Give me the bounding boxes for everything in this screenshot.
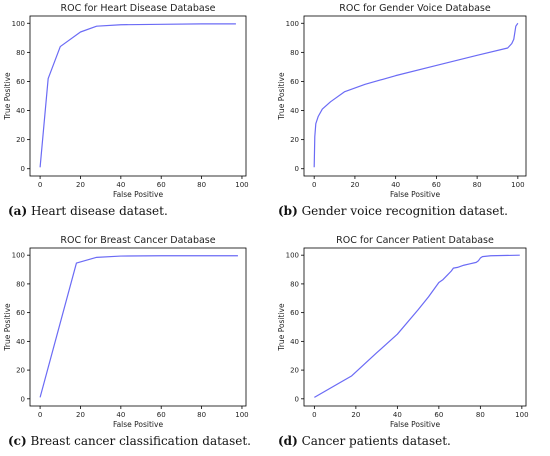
y-axis-label: True Positive [3, 303, 12, 352]
y-tick-label: 100 [12, 252, 25, 260]
x-tick-label: 20 [350, 181, 359, 189]
x-tick-label: 80 [473, 181, 482, 189]
y-tick-label: 20 [290, 136, 299, 144]
x-axis-label: False Positive [113, 190, 164, 199]
caption-b-text: Gender voice recognition dataset. [301, 204, 508, 218]
y-tick-label: 20 [16, 367, 25, 375]
y-tick-label: 100 [286, 20, 299, 28]
x-tick-label: 40 [393, 411, 402, 419]
y-tick-label: 40 [16, 107, 25, 115]
plot-frame [29, 247, 247, 407]
y-tick-label: 40 [290, 107, 299, 115]
x-tick-label: 40 [116, 181, 125, 189]
caption-d-text: Cancer patients dataset. [301, 434, 451, 448]
y-tick-label: 20 [290, 367, 299, 375]
y-tick-label: 60 [290, 309, 299, 317]
y-axis-label: True Positive [277, 72, 286, 121]
x-tick-label: 60 [432, 181, 441, 189]
y-tick-label: 40 [16, 338, 25, 346]
caption-c: (c) Breast cancer classification dataset… [8, 434, 251, 448]
y-axis-label: True Positive [3, 72, 12, 121]
caption-b-letter: (b) [278, 204, 298, 218]
y-tick-label: 20 [16, 136, 25, 144]
roc-curve-line [313, 22, 519, 168]
x-tick-label: 80 [197, 411, 206, 419]
roc-curve-line [39, 23, 236, 168]
y-tick-label: 80 [16, 49, 25, 57]
y-tick-label: 0 [21, 165, 25, 173]
x-tick-label: 100 [511, 181, 524, 189]
x-tick-label: 20 [76, 181, 85, 189]
x-tick-label: 0 [312, 411, 316, 419]
x-tick-label: 60 [157, 411, 166, 419]
x-axis-label: False Positive [390, 420, 441, 429]
x-tick-label: 80 [476, 411, 485, 419]
plot-frame [303, 15, 527, 177]
plot-frame [303, 247, 527, 407]
y-tick-label: 100 [286, 252, 299, 260]
caption-d: (d) Cancer patients dataset. [278, 434, 451, 448]
x-tick-label: 0 [312, 181, 316, 189]
roc-curve-line [39, 255, 238, 398]
x-tick-label: 0 [38, 411, 42, 419]
x-tick-label: 0 [38, 181, 42, 189]
y-tick-label: 100 [12, 20, 25, 28]
x-tick-label: 20 [76, 411, 85, 419]
y-tick-label: 0 [295, 395, 299, 403]
caption-a: (a) Heart disease dataset. [8, 204, 168, 218]
chart-title: ROC for Breast Cancer Database [60, 235, 215, 246]
caption-b: (b) Gender voice recognition dataset. [278, 204, 508, 218]
x-tick-label: 100 [515, 411, 528, 419]
x-tick-label: 100 [235, 411, 248, 419]
x-tick-label: 40 [391, 181, 400, 189]
x-tick-label: 40 [116, 411, 125, 419]
y-tick-label: 60 [290, 78, 299, 86]
x-tick-label: 60 [157, 181, 166, 189]
caption-a-letter: (a) [8, 204, 28, 218]
x-tick-label: 80 [197, 181, 206, 189]
x-tick-label: 60 [434, 411, 443, 419]
y-tick-label: 80 [290, 49, 299, 57]
y-tick-label: 60 [16, 78, 25, 86]
caption-d-letter: (d) [278, 434, 298, 448]
x-axis-label: False Positive [113, 420, 164, 429]
y-axis-label: True Positive [277, 303, 286, 352]
y-tick-label: 40 [290, 338, 299, 346]
x-tick-label: 100 [235, 181, 248, 189]
caption-c-letter: (c) [8, 434, 27, 448]
caption-a-text: Heart disease dataset. [30, 204, 168, 218]
y-tick-label: 60 [16, 309, 25, 317]
x-axis-label: False Positive [390, 190, 441, 199]
chart-title: ROC for Cancer Patient Database [336, 235, 494, 246]
caption-c-text: Breast cancer classification dataset. [30, 434, 251, 448]
chart-title: ROC for Gender Voice Database [339, 3, 491, 14]
x-tick-label: 20 [351, 411, 360, 419]
plot-frame [29, 15, 247, 177]
y-tick-label: 0 [21, 395, 25, 403]
roc-curve-line [314, 254, 520, 398]
y-tick-label: 80 [290, 280, 299, 288]
chart-title: ROC for Heart Disease Database [61, 3, 216, 14]
y-tick-label: 0 [295, 165, 299, 173]
y-tick-label: 80 [16, 280, 25, 288]
